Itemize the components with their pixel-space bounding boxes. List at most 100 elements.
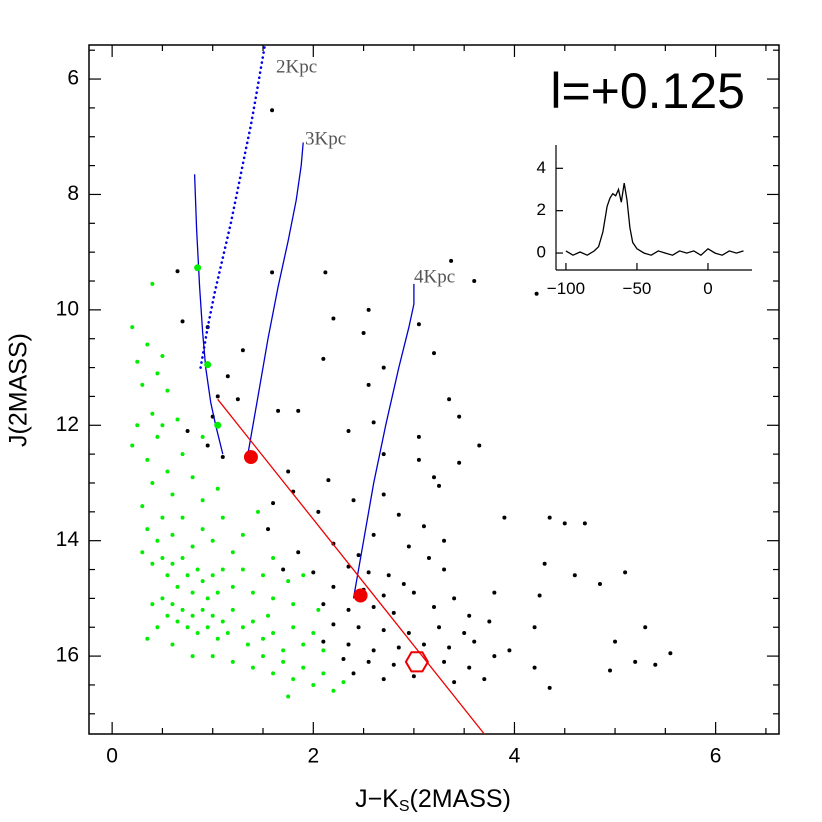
point [180, 555, 185, 560]
point [316, 607, 321, 612]
point [225, 374, 230, 379]
point [200, 434, 205, 439]
point [326, 478, 331, 483]
point [145, 527, 150, 532]
point [321, 671, 326, 676]
point [185, 573, 190, 578]
point [366, 659, 371, 664]
point [311, 682, 316, 687]
point [613, 639, 618, 644]
point [432, 605, 436, 610]
point [235, 397, 240, 402]
point [271, 596, 276, 601]
point [452, 596, 457, 601]
point [220, 515, 225, 520]
point [165, 469, 170, 474]
point [255, 509, 260, 514]
point [270, 108, 275, 113]
x-tick-label: 2 [307, 744, 319, 767]
point [185, 625, 190, 630]
point [160, 515, 165, 520]
point [643, 625, 648, 630]
point [250, 665, 255, 670]
point [230, 607, 235, 612]
point [215, 394, 220, 399]
point [155, 371, 160, 376]
point [391, 662, 396, 667]
point [140, 504, 145, 509]
point [200, 607, 205, 612]
point [270, 270, 275, 275]
point [170, 532, 175, 537]
point [301, 642, 306, 647]
point [200, 579, 205, 584]
point [286, 579, 291, 584]
point [210, 573, 215, 578]
point [396, 645, 401, 650]
point [301, 573, 306, 578]
point [366, 307, 371, 312]
point [406, 544, 411, 549]
point [190, 475, 195, 480]
point [145, 342, 150, 347]
point [572, 573, 577, 578]
point [214, 421, 222, 429]
point [534, 291, 539, 296]
x-label-sub: S [399, 798, 410, 815]
series-line [352, 283, 415, 599]
point [175, 584, 180, 589]
point [230, 659, 235, 664]
point [442, 567, 447, 572]
point [215, 486, 220, 491]
point [401, 581, 406, 586]
point [437, 625, 442, 630]
x-tick-label: 0 [703, 279, 712, 298]
point [145, 636, 150, 641]
point [447, 397, 452, 402]
point [215, 636, 220, 641]
point [452, 680, 457, 685]
point [195, 631, 200, 636]
point [180, 319, 185, 324]
point [135, 359, 140, 364]
point [281, 659, 286, 664]
point [462, 631, 467, 636]
point [170, 492, 175, 497]
point [296, 550, 301, 555]
point [477, 443, 482, 448]
point [204, 361, 212, 369]
point [311, 631, 316, 636]
point [562, 521, 567, 526]
point [165, 388, 170, 393]
chart-title: l=+0.125 [550, 63, 745, 119]
x-tick-label: 6 [710, 744, 722, 767]
y-tick-label: 4 [537, 158, 546, 177]
point [230, 550, 235, 555]
point [341, 680, 346, 685]
point [150, 602, 155, 607]
point [502, 515, 507, 520]
point [271, 631, 276, 636]
point [311, 570, 316, 575]
series-label: 3Kpc [305, 128, 346, 149]
series-line [217, 398, 485, 734]
point [190, 654, 195, 659]
point [240, 567, 245, 572]
point [150, 281, 155, 286]
point [432, 351, 436, 356]
y-tick-label: 2 [537, 200, 546, 219]
y-tick-label: 16 [56, 644, 79, 667]
point [371, 605, 376, 610]
point [194, 264, 202, 272]
point [321, 648, 326, 653]
point [366, 382, 371, 387]
point [160, 555, 165, 560]
point [160, 423, 165, 428]
y-tick-label: 8 [67, 182, 79, 205]
point [150, 561, 155, 566]
hexagon-marker [404, 651, 430, 673]
point [457, 414, 462, 419]
point [240, 625, 245, 630]
point [366, 570, 371, 575]
point [175, 269, 180, 274]
